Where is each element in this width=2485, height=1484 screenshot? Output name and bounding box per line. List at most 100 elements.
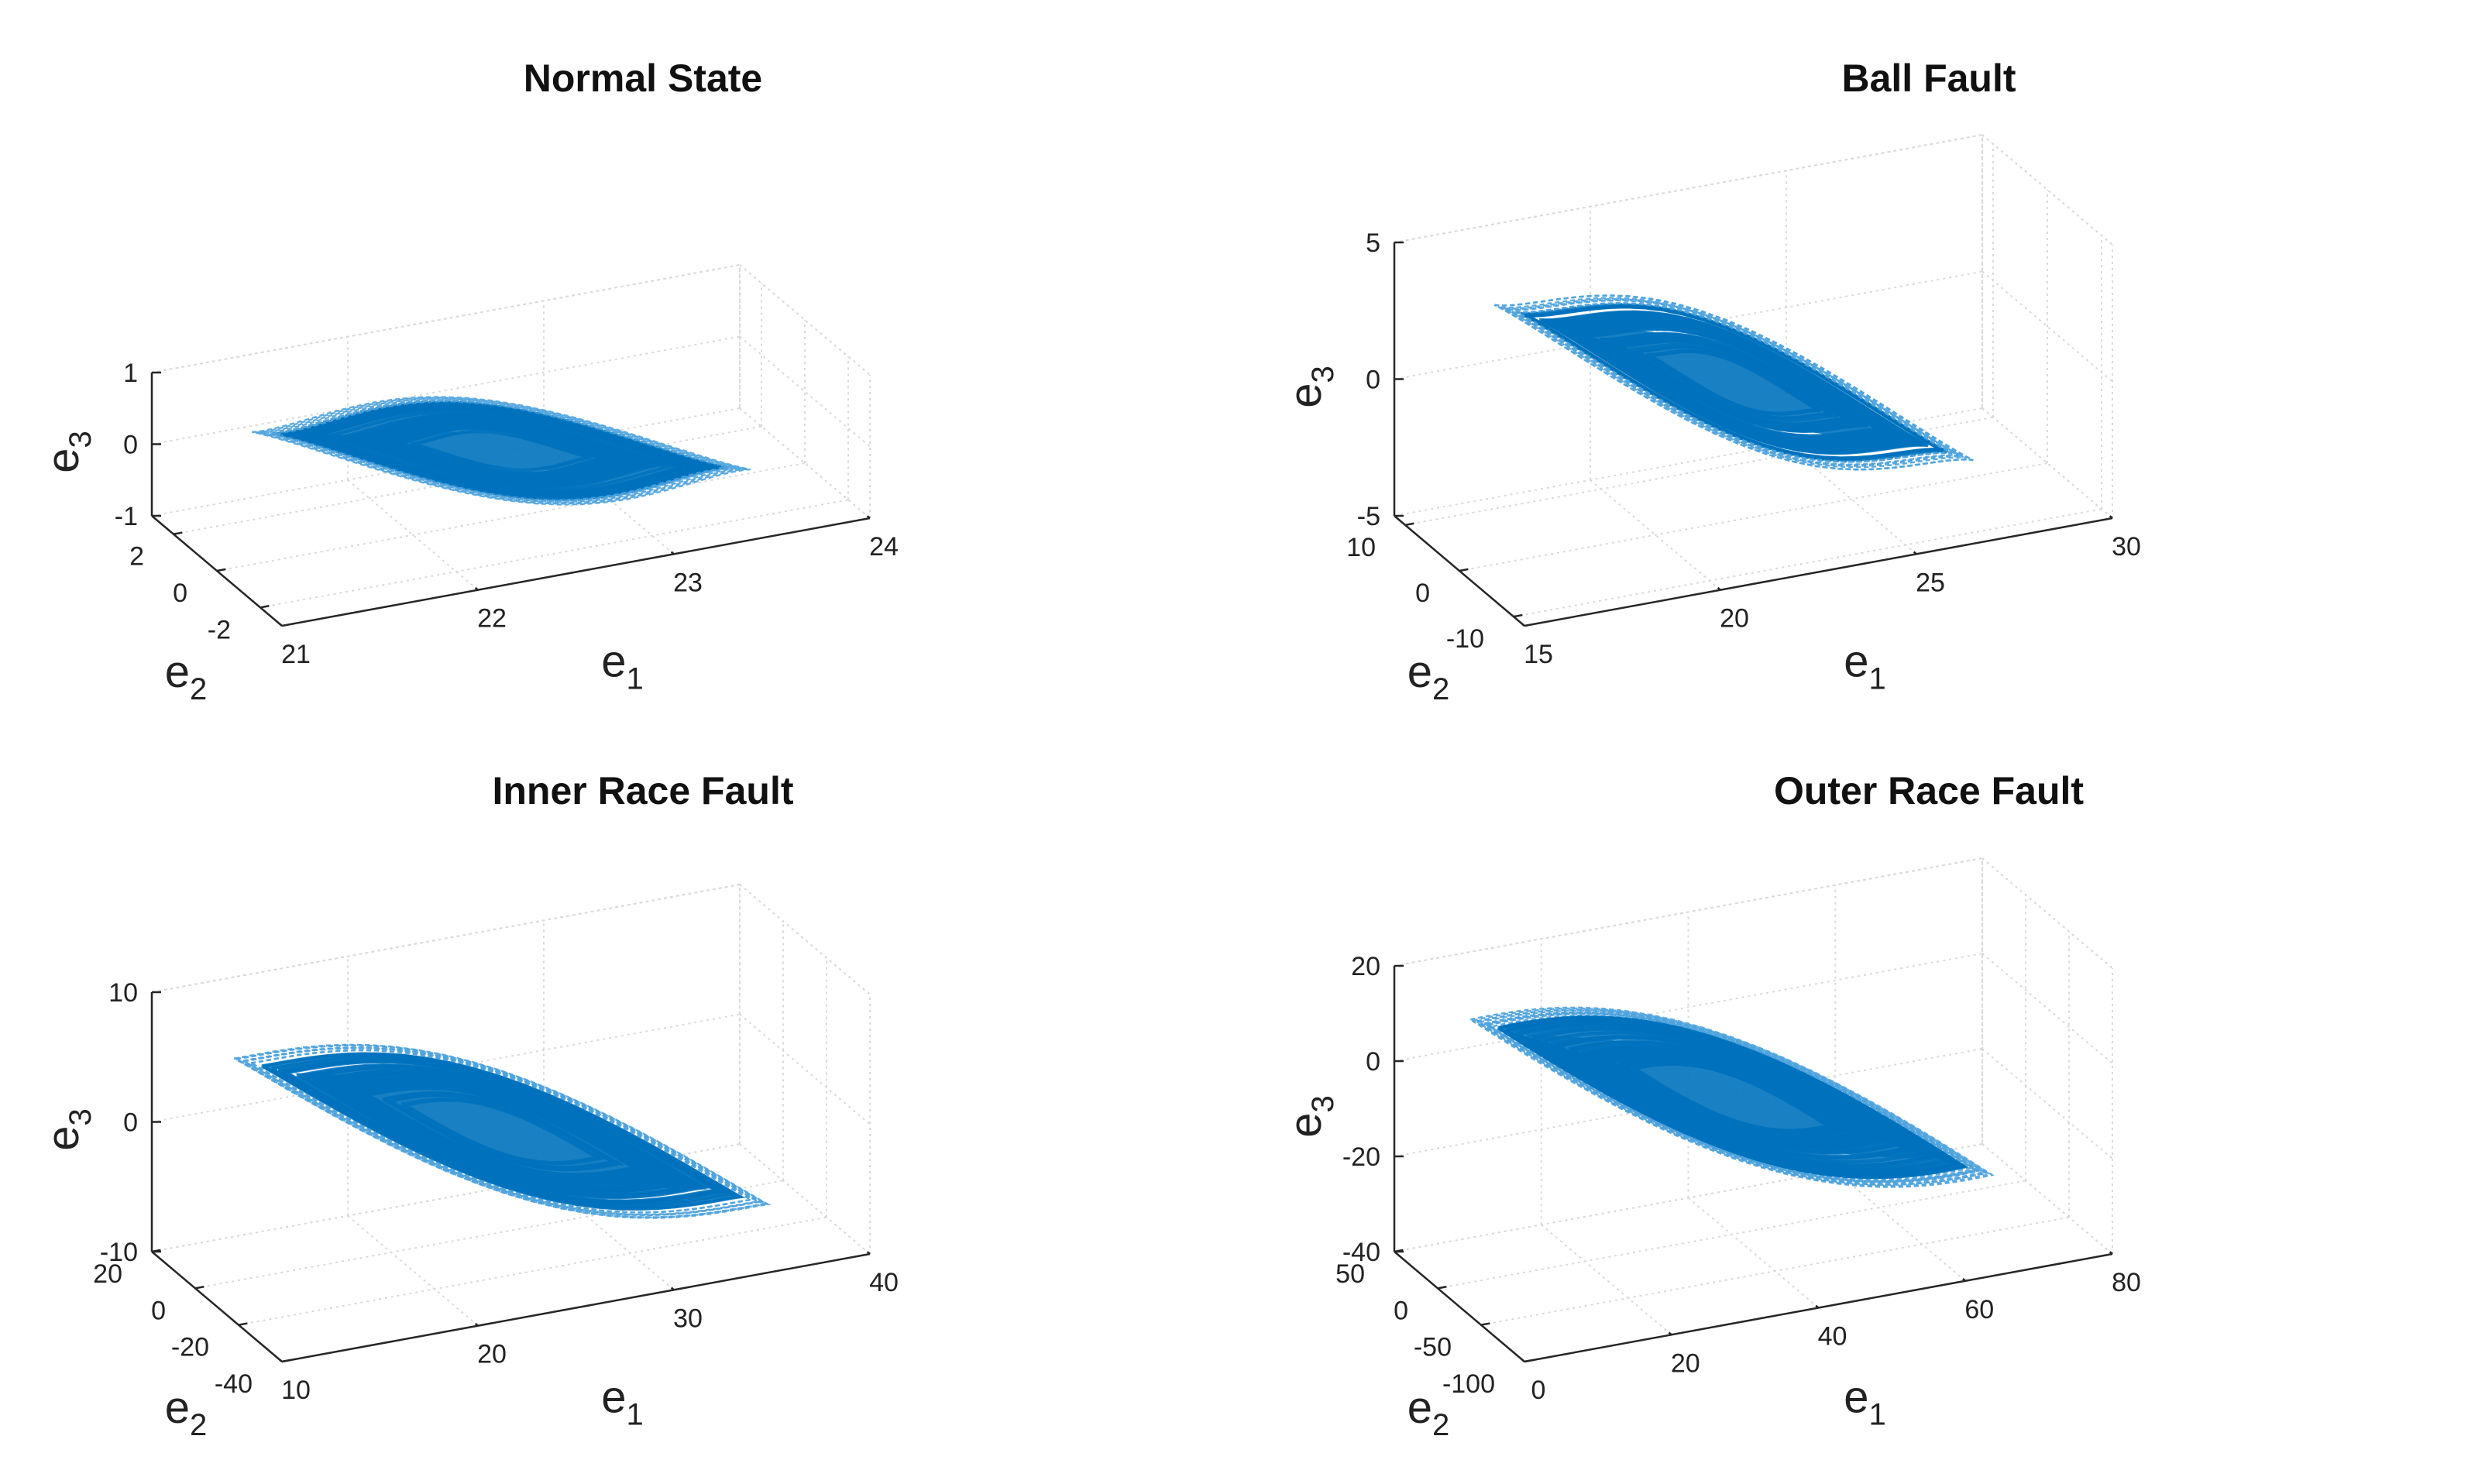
- y-tick: [1524, 1359, 1534, 1363]
- gridline-y-floor: [216, 462, 806, 572]
- y-axis-label: e2: [165, 647, 208, 706]
- z-axis-label: e3: [1280, 366, 1340, 408]
- y-tick-label: 0: [173, 579, 187, 608]
- x-tick-label: 10: [281, 1376, 311, 1405]
- y-axis-label-subscript: 2: [1432, 672, 1449, 706]
- x-tick-label: 40: [869, 1268, 899, 1297]
- trajectory-loop: [262, 1052, 744, 1211]
- z-axis-label-subscript: 3: [1306, 1095, 1340, 1112]
- y-tick-label: 0: [1394, 1296, 1408, 1325]
- gridline-z-side: [1981, 953, 2113, 1064]
- z-tick-label: 0: [123, 1108, 138, 1138]
- z-axis-label-subscript: 3: [64, 1108, 98, 1125]
- y-axis-label: e2: [1407, 1383, 1450, 1442]
- trajectory-loop: [1542, 311, 1926, 454]
- x-axis-label-base: e: [601, 637, 626, 687]
- trajectory-loop: [283, 402, 720, 500]
- x-tick: [1717, 586, 1721, 591]
- x-tick: [866, 1251, 871, 1255]
- gridline-x-floor: [347, 1214, 479, 1327]
- gridline-z-back: [1394, 1143, 1983, 1252]
- z-tick-label: -40: [1342, 1238, 1380, 1267]
- x-axis-label-base: e: [601, 1372, 626, 1423]
- trajectory: [1469, 1006, 1995, 1188]
- trajectory-loop: [304, 407, 697, 495]
- z-axis-label-subscript: 3: [64, 431, 98, 448]
- back-wall-outline: [151, 263, 741, 516]
- trajectory-loop: [1493, 294, 1974, 471]
- trajectory-loop: [1530, 1026, 1937, 1168]
- x-tick-label: 20: [1720, 604, 1749, 634]
- x-tick: [2109, 515, 2113, 519]
- y-axis-label-subscript: 2: [190, 672, 207, 706]
- trajectory-loop: [1518, 1022, 1947, 1172]
- z-tick-label: -10: [100, 1238, 138, 1267]
- gridline-x-floor: [1687, 1197, 1820, 1309]
- x-axis-label: e1: [1844, 637, 1886, 696]
- trajectory-loop: [1500, 297, 1968, 469]
- y-tick-label: -20: [171, 1333, 209, 1362]
- z-axis-label-base: e: [38, 448, 88, 472]
- trajectory-loop: [1469, 1006, 1995, 1188]
- y-tick: [1480, 1322, 1490, 1326]
- x-tick: [1962, 1277, 1967, 1282]
- y-axis-line: [1394, 1251, 1525, 1362]
- gridline-x-floor: [1541, 1224, 1672, 1336]
- y-tick-label: 0: [1415, 579, 1430, 608]
- x-axis-line: [281, 1252, 871, 1363]
- x-tick: [1668, 1331, 1672, 1336]
- x-tick-label: 22: [477, 604, 507, 634]
- x-tick: [474, 1322, 479, 1327]
- gridline-y-floor: [1404, 416, 1994, 526]
- x-tick-label: 25: [1916, 568, 1945, 597]
- x-tick-label: 30: [673, 1304, 703, 1333]
- x-tick-label: 0: [1531, 1376, 1546, 1405]
- trajectory-loop: [1476, 1008, 1988, 1186]
- y-tick: [194, 1286, 205, 1290]
- chart-title: Outer Race Fault: [1774, 769, 2084, 812]
- x-tick-label: 30: [2112, 532, 2141, 562]
- z-axis-label-subscript: 3: [1306, 366, 1340, 383]
- x-axis-label-subscript: 1: [1869, 1398, 1886, 1432]
- y-tick-label: -50: [1414, 1333, 1452, 1362]
- z-tick-label: -1: [115, 502, 138, 531]
- x-tick-label: 40: [1818, 1322, 1847, 1352]
- trajectory: [1493, 294, 1974, 471]
- y-tick-label: 10: [1346, 533, 1376, 562]
- x-axis-line: [1524, 517, 2113, 627]
- axes: 15 20 25 30 10 0 -10 5 0 -5: [1346, 228, 2141, 669]
- chart-panel-4: 020406080500-50-100200-20-40e1e2e3Outer …: [1280, 769, 2141, 1442]
- x-tick: [278, 623, 283, 627]
- trajectory-loop: [242, 1046, 762, 1216]
- y-tick: [1437, 1286, 1447, 1290]
- y-tick: [1459, 568, 1469, 572]
- y-axis-label-base: e: [165, 1383, 190, 1433]
- y-tick: [216, 568, 226, 572]
- gridline-y-floor: [194, 1180, 784, 1290]
- trajectory-loop: [1505, 1018, 1961, 1177]
- z-tick-label: -5: [1357, 502, 1380, 531]
- grid: [1394, 133, 2113, 627]
- trajectory-loop: [255, 397, 747, 505]
- x-tick: [278, 1359, 283, 1362]
- y-tick-label: -100: [1442, 1369, 1495, 1399]
- y-tick-label: -40: [215, 1369, 253, 1399]
- trajectory-loop: [235, 1044, 770, 1219]
- trajectory-loop: [259, 397, 742, 504]
- z-tick-label: 0: [1366, 1047, 1380, 1077]
- x-tick: [474, 586, 479, 591]
- x-axis-label-base: e: [1844, 1372, 1868, 1423]
- x-tick: [1521, 623, 1525, 627]
- x-axis-label-subscript: 1: [1869, 662, 1886, 696]
- trajectory-loop: [1487, 1012, 1978, 1182]
- y-axis-label-base: e: [1407, 1383, 1432, 1433]
- y-axis-label-subscript: 2: [1432, 1408, 1449, 1442]
- z-axis-label: e3: [38, 431, 98, 473]
- y-tick-label: 20: [93, 1259, 122, 1289]
- gridline-z-side: [739, 1013, 871, 1125]
- trajectory-loop: [243, 1046, 761, 1216]
- chart-title: Ball Fault: [1841, 57, 2016, 100]
- trajectory-loop: [297, 1063, 709, 1199]
